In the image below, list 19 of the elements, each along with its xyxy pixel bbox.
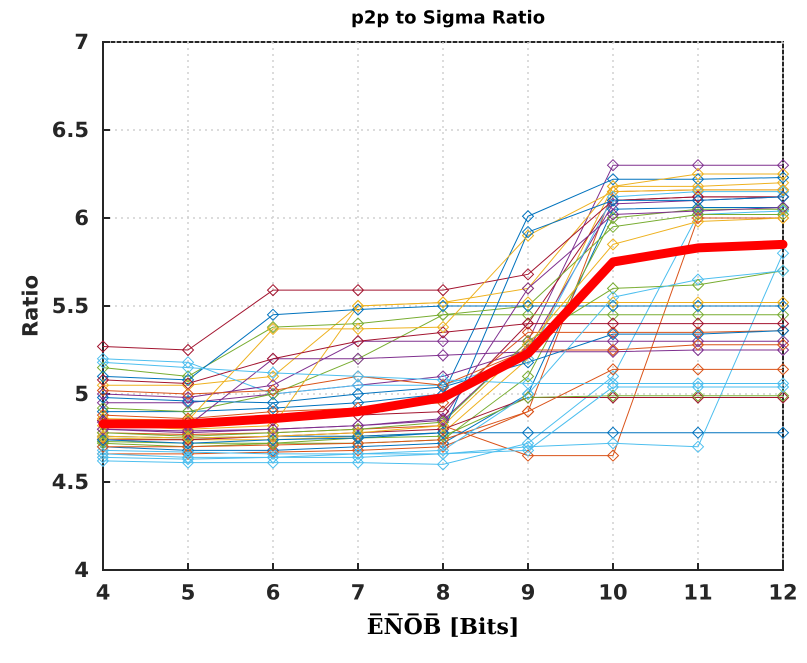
chart-title: p2p to Sigma Ratio bbox=[350, 8, 546, 28]
y-tick-label: 5 bbox=[74, 382, 89, 406]
y-tick-label: 6 bbox=[74, 206, 89, 230]
y-tick-label: 4.5 bbox=[52, 470, 89, 494]
y-tick-label: 4 bbox=[74, 558, 89, 582]
x-tick-label: 5 bbox=[180, 580, 196, 604]
x-tick-label: 6 bbox=[266, 580, 280, 604]
y-tick-label: 5.5 bbox=[52, 294, 89, 318]
y-tick-label: 7 bbox=[74, 30, 89, 54]
x-tick-label: 12 bbox=[768, 580, 798, 604]
x-tick-label: 10 bbox=[598, 580, 628, 604]
x-axis-title: E̅N̅O̅B̅ [Bits] bbox=[366, 612, 520, 640]
y-tick-label: 6.5 bbox=[52, 118, 89, 142]
x-tick-label: 7 bbox=[350, 580, 366, 604]
y-axis-title: Ratio bbox=[18, 274, 42, 338]
x-tick-label: 8 bbox=[436, 580, 450, 604]
x-tick-label: 4 bbox=[96, 580, 110, 604]
x-tick-label: 9 bbox=[520, 580, 536, 604]
x-tick-label: 11 bbox=[683, 580, 713, 604]
